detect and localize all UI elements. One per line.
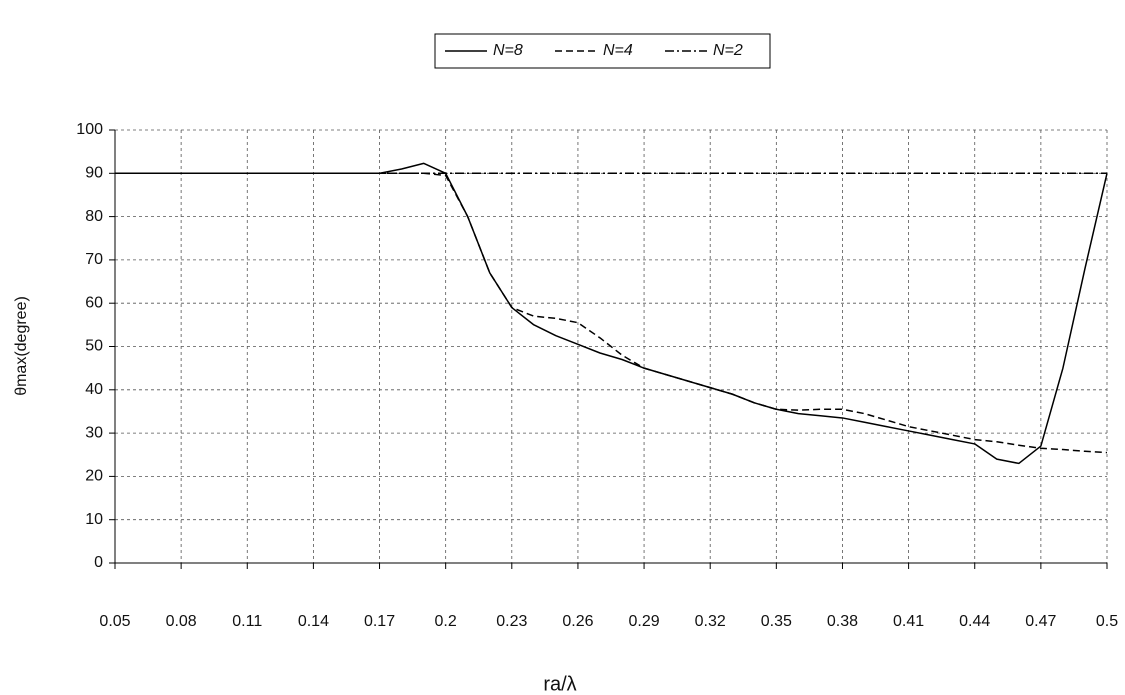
x-tick-label: 0.23 <box>496 613 527 630</box>
x-tick-label: 0.47 <box>1025 613 1056 630</box>
x-tick-label: 0.11 <box>232 613 262 630</box>
x-tick-label: 0.2 <box>435 613 457 630</box>
x-tick-label: 0.38 <box>827 613 858 630</box>
y-axis-label: θmax(degree) <box>13 296 30 396</box>
x-tick-label: 0.05 <box>99 613 130 630</box>
legend-label: N=4 <box>603 42 633 59</box>
y-tick-label: 60 <box>85 294 103 311</box>
x-axis-label: ra/λ <box>543 673 576 695</box>
legend-box <box>434 33 771 69</box>
legend-label: N=2 <box>713 42 743 59</box>
x-tick-label: 0.5 <box>1096 613 1118 630</box>
x-tick-label: 0.32 <box>695 613 726 630</box>
x-tick-label: 0.08 <box>166 613 197 630</box>
y-tick-label: 90 <box>85 165 103 182</box>
x-tick-label: 0.17 <box>364 613 395 630</box>
x-tick-label: 0.44 <box>959 613 990 630</box>
legend-label: N=8 <box>493 42 523 59</box>
series-line <box>115 172 1108 454</box>
y-tick-label: 30 <box>85 424 103 441</box>
y-tick-label: 70 <box>85 251 103 268</box>
x-tick-label: 0.35 <box>761 613 792 630</box>
x-tick-label: 0.29 <box>628 613 659 630</box>
y-tick-label: 100 <box>76 121 103 138</box>
y-tick-label: 10 <box>85 511 103 528</box>
x-tick-label: 0.26 <box>562 613 593 630</box>
x-tick-label: 0.41 <box>893 613 924 630</box>
y-tick-label: 20 <box>85 468 103 485</box>
y-tick-label: 0 <box>94 554 103 571</box>
y-tick-label: 80 <box>85 208 103 225</box>
series-line <box>115 162 1108 465</box>
x-tick-label: 0.14 <box>298 613 329 630</box>
y-tick-label: 50 <box>85 338 103 355</box>
y-tick-label: 40 <box>85 381 103 398</box>
